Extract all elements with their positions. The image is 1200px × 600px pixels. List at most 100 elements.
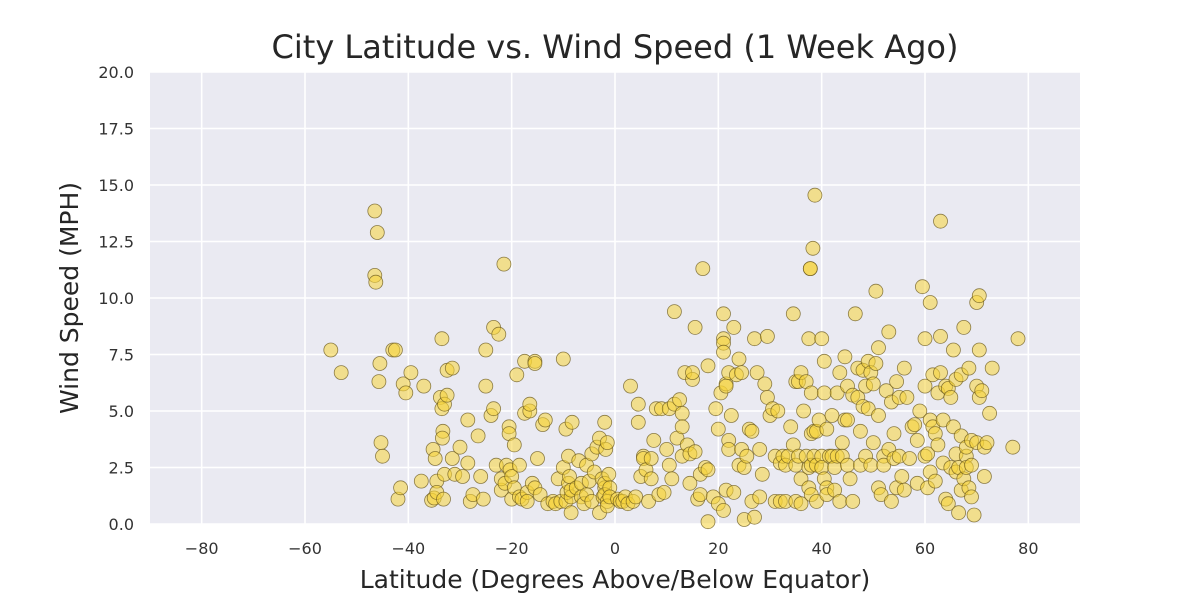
scatter-point	[643, 471, 659, 487]
scatter-point	[946, 342, 961, 358]
scatter-point	[802, 261, 818, 277]
scatter-point	[902, 451, 917, 466]
scatter-point	[842, 471, 858, 487]
x-tick-label: 60	[915, 539, 935, 558]
scatter-point	[434, 331, 450, 347]
scatter-point	[956, 319, 972, 335]
y-tick-label: 5.0	[109, 402, 134, 421]
scatter-point	[933, 213, 948, 229]
scatter-point	[674, 405, 690, 421]
scatter-point	[871, 408, 886, 423]
scatter-point	[757, 376, 773, 392]
scatter-point	[920, 446, 935, 462]
scatter-point	[873, 487, 889, 503]
scatter-point	[667, 304, 682, 320]
data-points	[323, 187, 1026, 530]
scatter-point	[747, 331, 762, 347]
scatter-point	[982, 405, 997, 421]
scatter-point	[718, 378, 734, 394]
scatter-point	[475, 491, 491, 507]
scatter-point	[470, 428, 486, 444]
scatter-point	[527, 356, 543, 371]
scatter-point	[889, 374, 904, 390]
scatter-point	[770, 403, 786, 419]
scatter-point	[333, 365, 349, 381]
scatter-point	[964, 489, 979, 505]
scatter-point	[935, 412, 951, 428]
scatter-point	[387, 342, 403, 358]
scatter-point	[659, 441, 675, 457]
scatter-point	[473, 469, 489, 484]
chart-title: City Latitude vs. Wind Speed (1 Week Ago…	[272, 28, 959, 66]
scatter-point	[726, 484, 742, 500]
scatter-point	[455, 469, 471, 484]
scatter-point	[710, 421, 726, 437]
x-tick-label: 40	[811, 539, 831, 558]
scatter-point	[599, 435, 615, 451]
scatter-point	[530, 451, 545, 466]
scatter-point	[687, 319, 703, 335]
scatter-point	[917, 331, 933, 347]
scatter-point	[601, 466, 617, 482]
scatter-point	[752, 489, 768, 505]
x-tick-label: 20	[708, 539, 728, 558]
scatter-point	[881, 324, 897, 340]
scatter-point	[816, 353, 832, 369]
scatter-point	[884, 493, 899, 509]
y-tick-label: 7.5	[109, 346, 134, 365]
scatter-point	[744, 423, 760, 439]
scatter-point	[832, 365, 848, 381]
scatter-point	[961, 360, 977, 376]
scatter-point	[803, 385, 819, 401]
scatter-point	[977, 469, 992, 484]
y-tick-label: 10.0	[98, 289, 134, 308]
scatter-point	[444, 451, 460, 466]
scatter-point	[834, 435, 850, 451]
scatter-point	[971, 288, 987, 304]
scatter-point	[840, 457, 855, 473]
scatter-point	[641, 493, 656, 509]
scatter-point	[933, 365, 948, 381]
scatter-point	[674, 419, 690, 435]
scatter-point	[537, 412, 553, 428]
scatter-point	[979, 435, 995, 451]
scatter-point	[323, 342, 339, 358]
scatter-point	[436, 491, 451, 507]
scatter-point	[646, 432, 662, 448]
scatter-point	[372, 356, 388, 371]
scatter-point	[373, 435, 389, 451]
scatter-point	[700, 514, 716, 530]
scatter-point	[760, 328, 775, 344]
scatter-point	[845, 493, 861, 509]
scatter-point	[971, 342, 987, 358]
scatter-point	[860, 401, 876, 417]
scatter-point	[747, 509, 762, 525]
scatter-point	[805, 240, 821, 256]
scatter-point	[896, 360, 912, 376]
scatter-point	[809, 493, 824, 509]
scatter-point	[563, 505, 579, 521]
scatter-point	[731, 351, 747, 367]
scatter-point	[519, 493, 535, 509]
scatter-point	[623, 378, 638, 394]
scatter-point	[716, 502, 731, 518]
scatter-point	[682, 475, 698, 491]
y-tick-label: 20.0	[98, 63, 134, 82]
scatter-point	[628, 489, 644, 505]
scatter-point	[1005, 439, 1021, 455]
scatter-point	[723, 408, 739, 423]
scatter-point	[478, 378, 494, 394]
scatter-point	[371, 374, 387, 390]
scatter-point	[966, 507, 982, 523]
scatter-point	[672, 392, 687, 408]
scatter-point	[933, 328, 948, 344]
scatter-point	[369, 225, 385, 240]
x-tick-label: −20	[495, 539, 529, 558]
scatter-point	[930, 437, 946, 453]
scatter-point	[876, 457, 892, 473]
scatter-point	[837, 349, 853, 365]
scatter-point	[597, 414, 613, 430]
scatter-point	[716, 306, 731, 322]
scatter-point	[506, 437, 522, 453]
